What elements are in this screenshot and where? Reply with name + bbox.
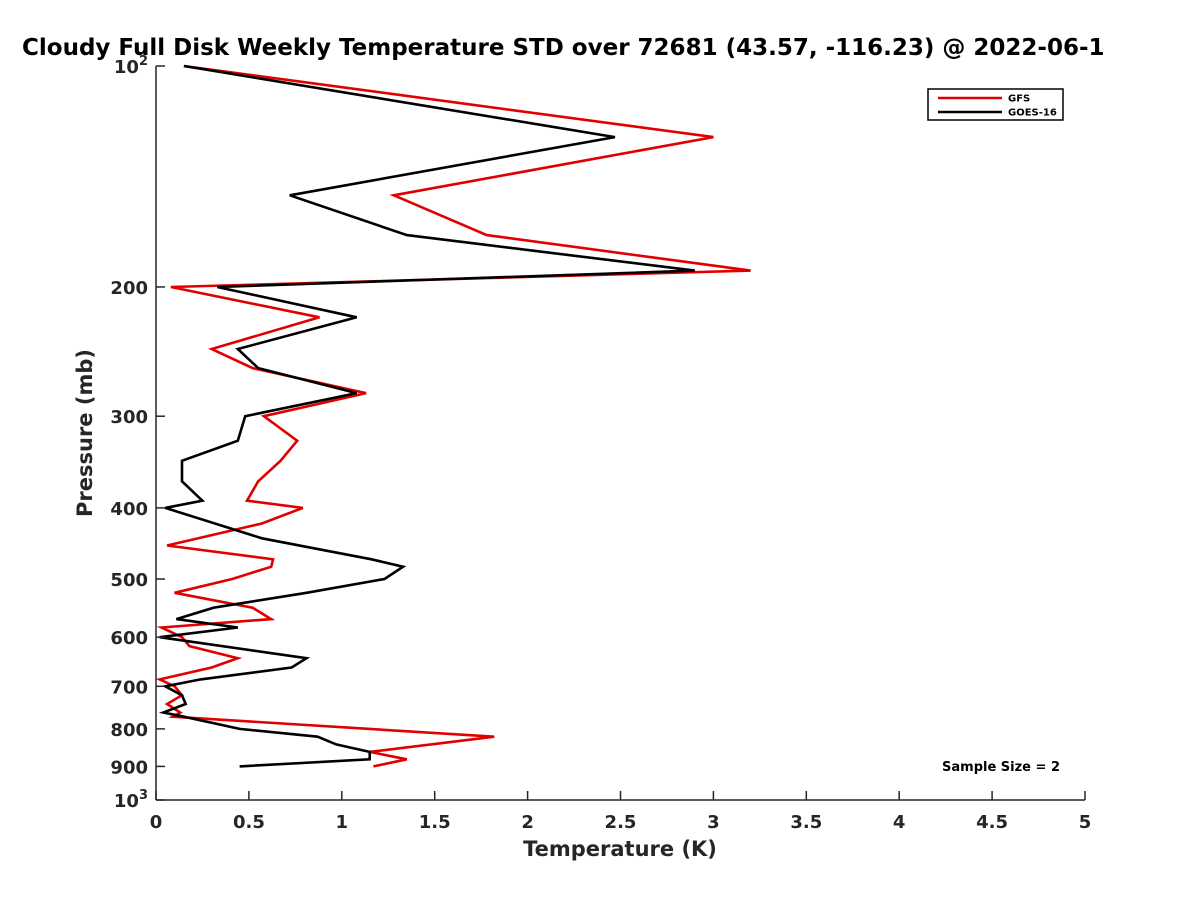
- legend-label-goes-16: GOES-16: [1008, 108, 1057, 119]
- legend: GFS GOES-16: [927, 88, 1064, 121]
- y-tick-label: 300: [110, 407, 148, 428]
- chart-title: Cloudy Full Disk Weekly Temperature STD …: [22, 35, 1105, 61]
- y-tick-label: 400: [110, 499, 148, 520]
- legend-label-gfs: GFS: [1008, 94, 1030, 105]
- x-tick-label: 3: [707, 812, 720, 833]
- y-tick-label: 102: [114, 54, 148, 78]
- series-line-gfs: [155, 64, 751, 768]
- x-tick-label: 0: [150, 812, 163, 833]
- x-tick-label: 1.5: [419, 812, 451, 833]
- x-tick-label: 5: [1079, 812, 1092, 833]
- plot-area: [155, 64, 751, 768]
- x-tick-label: 4.5: [976, 812, 1008, 833]
- x-tick-label: 3.5: [790, 812, 822, 833]
- y-tick-label: 200: [110, 278, 148, 299]
- y-tick-label: 900: [110, 757, 148, 778]
- x-tick-label: 1: [336, 812, 349, 833]
- sample-size-annotation: Sample Size = 2: [942, 760, 1060, 775]
- x-tick-label: 2: [521, 812, 534, 833]
- x-tick-label: 2.5: [605, 812, 637, 833]
- y-tick-label: 600: [110, 628, 148, 649]
- legend-box: [927, 88, 1064, 121]
- y-tick-label: 700: [110, 677, 148, 698]
- x-tick-label: 4: [893, 812, 906, 833]
- y-tick-label: 500: [110, 570, 148, 591]
- y-axis-title: Pressure (mb): [73, 349, 97, 517]
- y-tick-label: 103: [114, 788, 148, 812]
- x-tick-label: 0.5: [233, 812, 265, 833]
- y-tick-label: 800: [110, 720, 148, 741]
- axes: 0 0.5 1 1.5 2 2.5 3 3.5 4 4.5 5 102 200 300 400 500 600 7…: [110, 54, 1091, 833]
- x-axis-title: Temperature (K): [523, 837, 717, 861]
- series-line-goes-16: [158, 64, 695, 768]
